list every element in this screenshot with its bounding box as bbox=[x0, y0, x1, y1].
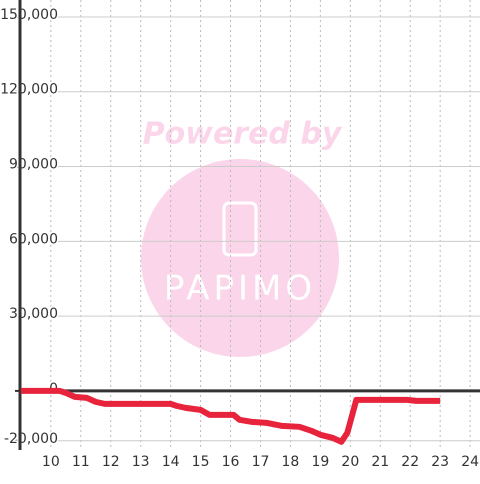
y-tick-label: 30,000 bbox=[9, 306, 58, 322]
data-line bbox=[20, 387, 441, 445]
x-tick-label: 20 bbox=[341, 454, 359, 470]
watermark-circle bbox=[141, 159, 339, 357]
x-tick-label: 21 bbox=[371, 454, 389, 470]
watermark-brand: PAPIMO bbox=[164, 269, 316, 309]
x-tick-label: 23 bbox=[431, 454, 449, 470]
x-tick-label: 14 bbox=[162, 454, 180, 470]
x-tick-label: 11 bbox=[72, 454, 90, 470]
y-tick-label: 60,000 bbox=[9, 231, 58, 247]
y-tick-label: 90,000 bbox=[9, 157, 58, 173]
x-tick-label: 13 bbox=[132, 454, 150, 470]
x-tick-label: 12 bbox=[102, 454, 120, 470]
x-tick-label: 19 bbox=[311, 454, 329, 470]
x-tick-label: 15 bbox=[192, 454, 210, 470]
x-tick-label: 16 bbox=[222, 454, 240, 470]
x-tick-label: 17 bbox=[252, 454, 270, 470]
y-tick-label: -20,000 bbox=[4, 431, 58, 447]
x-tick-label: 10 bbox=[42, 454, 60, 470]
watermark-text: Powered by bbox=[143, 117, 343, 152]
y-tick-label: 120,000 bbox=[0, 82, 58, 98]
x-tick-label: 24 bbox=[461, 454, 479, 470]
y-tick-label: 150,000 bbox=[0, 7, 58, 23]
x-tick-label: 22 bbox=[401, 454, 419, 470]
x-tick-label: 18 bbox=[282, 454, 300, 470]
watermark-phone bbox=[222, 201, 258, 257]
